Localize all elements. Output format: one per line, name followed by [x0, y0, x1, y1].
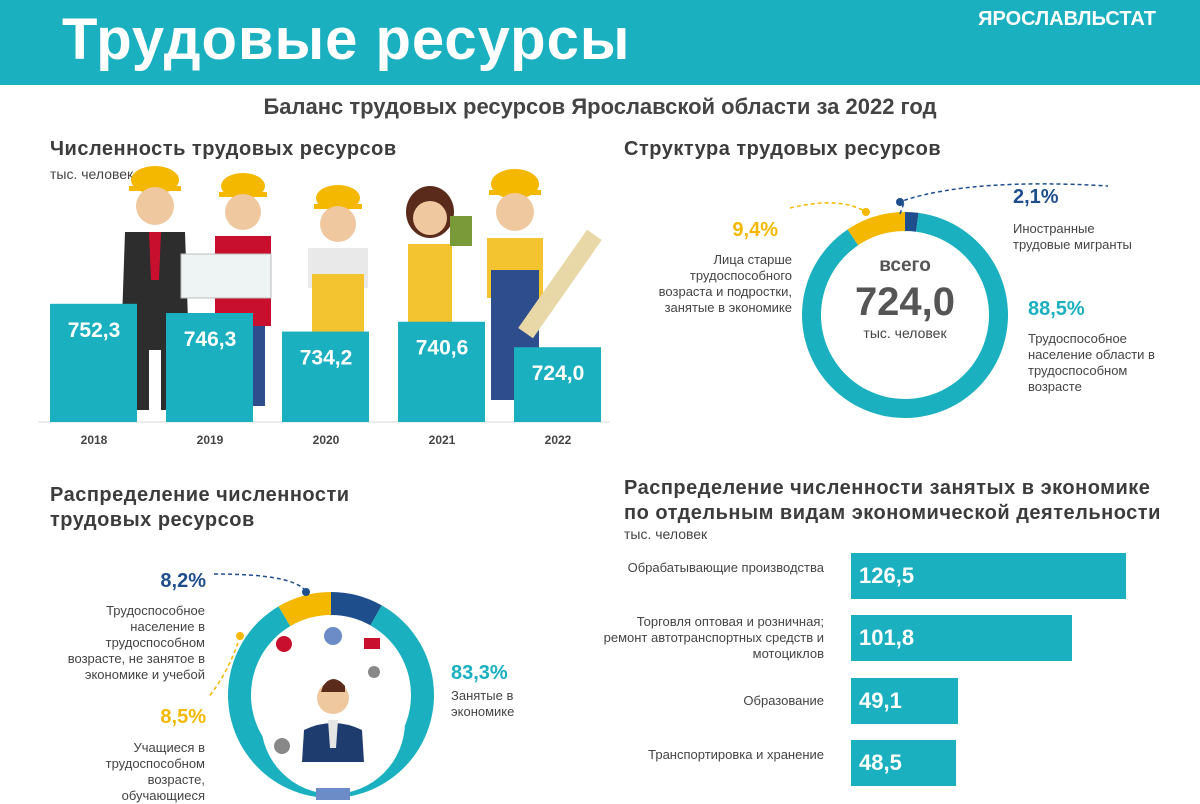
distribution-title-line2: трудовых ресурсов: [50, 509, 255, 531]
year-bar-2018: [50, 303, 137, 422]
numbers-unit: тыс. человек: [50, 166, 134, 182]
org-name: ЯРОСЛАВЛЬСТАТ: [978, 8, 1156, 30]
employment-bar-value: 49,1: [859, 688, 902, 713]
distribution-text-employed: Занятые в экономике: [451, 688, 515, 719]
employment-bar-value: 101,8: [859, 625, 915, 650]
employment-title-line1: Распределение численности занятых в экон…: [624, 477, 1151, 499]
structure-text-migrants: Иностранные трудовые мигранты: [1013, 221, 1132, 252]
employment-category-label: Торговля оптовая и розничная; ремонт авт…: [603, 614, 824, 661]
distribution-pct-unemployed: 8,2%: [160, 570, 206, 592]
year-bar-2021: [398, 321, 485, 422]
page-title: Трудовые ресурсы: [62, 7, 631, 72]
structure-text-working: Трудоспособное население области в трудо…: [1028, 331, 1155, 394]
employment-title-line2: по отдельным видам экономической деятель…: [624, 502, 1161, 524]
employment-title: Распределение численности занятых в экон…: [624, 476, 1161, 526]
office-illustration: [261, 627, 405, 800]
year-bar-2022: [514, 347, 601, 422]
distribution-segment-0: [331, 592, 382, 626]
distribution-pct-students: 8,5%: [160, 706, 206, 728]
year-bar-2020: [282, 331, 369, 422]
year-label: 2019: [197, 433, 224, 447]
structure-connectors: [789, 183, 1109, 216]
structure-center: всего 724,0 тыс. человек: [800, 255, 1010, 341]
distribution-text-students: Учащиеся в трудоспособном возрасте, обуч…: [105, 740, 205, 803]
distribution-text-unemployed: Трудоспособное население в трудоспособно…: [67, 603, 205, 682]
employment-category-label: Обрабатывающие производства: [627, 560, 824, 575]
year-bar-2019: [166, 313, 253, 422]
structure-pct-migrants: 2,1%: [1013, 186, 1059, 208]
distribution-pct-employed: 83,3%: [451, 662, 508, 684]
year-label: 2018: [81, 433, 108, 447]
employment-bar: [851, 553, 1126, 599]
year-label: 2021: [429, 433, 456, 447]
numbers-title: Численность трудовых ресурсов: [50, 138, 397, 160]
distribution-title-line1: Распределение численности: [50, 484, 350, 506]
labor-resources-bar-chart: 752,3 2018 746,3 2019 734,2 2020 740,6 2021 724,…: [38, 166, 610, 447]
employment-bar: [851, 740, 957, 786]
header-banner: Трудовые ресурсы ЯРОСЛАВЛЬСТАТ: [0, 0, 1200, 85]
employment-bar-value: 126,5: [859, 563, 915, 588]
employment-bar-value: 48,5: [859, 750, 902, 775]
structure-title: Структура трудовых ресурсов: [624, 138, 942, 160]
structure-center-value: 724,0: [854, 280, 956, 324]
year-bar-value: 724,0: [532, 362, 585, 385]
employment-bar: [851, 615, 1073, 661]
structure-text-older: Лица старше трудоспособного возраста и п…: [658, 252, 792, 315]
year-label: 2022: [545, 433, 572, 447]
year-bar-value: 752,3: [68, 319, 121, 342]
year-bar-value: 740,6: [416, 337, 469, 360]
structure-donut-chart: [802, 212, 1008, 418]
employment-bar: [851, 678, 958, 724]
year-label: 2020: [313, 433, 340, 447]
employment-unit: тыс. человек: [624, 526, 708, 542]
distribution-connectors: [207, 573, 310, 699]
year-bar-value: 746,3: [184, 328, 237, 351]
distribution-donut-chart: [228, 592, 434, 798]
structure-center-top: всего: [879, 255, 931, 276]
distribution-segment-2: [278, 592, 331, 627]
year-bar-value: 734,2: [300, 347, 353, 370]
structure-segment-0: [905, 212, 919, 232]
page-subtitle: Баланс трудовых ресурсов Ярославской обл…: [263, 94, 937, 119]
structure-segment-2: [847, 212, 905, 246]
structure-pct-older: 9,4%: [732, 219, 778, 241]
distribution-title: Распределение численности трудовых ресур…: [50, 483, 350, 533]
employment-category-label: Образование: [743, 693, 824, 708]
employment-category-label: Транспортировка и хранение: [648, 747, 824, 762]
structure-pct-working: 88,5%: [1028, 298, 1085, 320]
structure-center-unit: тыс. человек: [863, 325, 947, 341]
